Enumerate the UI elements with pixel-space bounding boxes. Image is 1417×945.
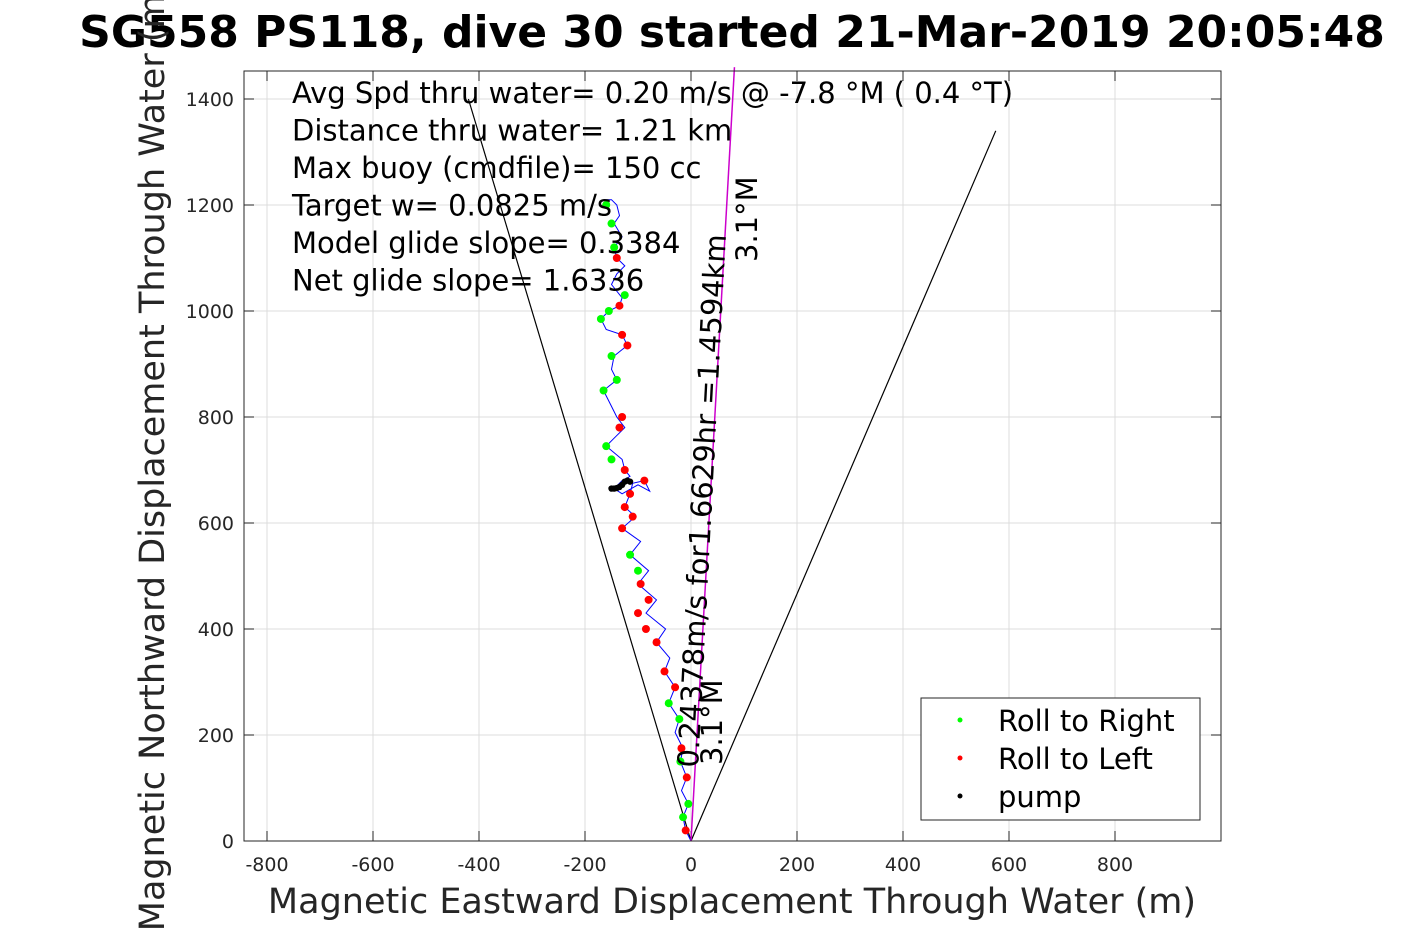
roll-to-right-point: [607, 219, 616, 228]
roll-to-right-point: [604, 307, 613, 315]
annotation-block: Avg Spd thru water= 0.20 m/s @ -7.8 °M (…: [291, 76, 1013, 298]
legend: Roll to Right Roll to Left pump: [920, 697, 1201, 821]
axes: -800 -600 -400 -200 0 200 400 600 800 0 200 400 600 8…: [186, 71, 1221, 876]
x-tick-label: 800: [1097, 854, 1133, 876]
roll-to-left-point: [641, 625, 650, 633]
heading-label-low: 3.1°M: [695, 679, 729, 765]
roll-to-left-point: [618, 413, 627, 421]
roll-to-left-point: [623, 341, 632, 350]
roll-to-right-point: [602, 201, 611, 209]
y-tick-label: 600: [198, 513, 234, 535]
x-tick-label: 200: [779, 854, 815, 876]
roll-to-left-point: [681, 826, 690, 835]
y-tick-label: 1000: [186, 301, 234, 323]
roll-to-left-point: [671, 683, 680, 692]
roll-to-left-point: [652, 638, 661, 647]
roll-to-left-point: [612, 254, 621, 262]
y-axis-label: Magnetic Northward Displacement Through …: [133, 0, 173, 931]
x-tick-label: -400: [457, 854, 500, 876]
x-tick-label: -800: [245, 854, 288, 876]
x-tick-label: 0: [685, 854, 697, 876]
y-tick-label: 1400: [186, 89, 234, 111]
roll-to-left-point: [620, 503, 629, 512]
legend-marker-pump: [957, 793, 963, 799]
y-tick-label: 400: [198, 619, 234, 641]
chart-title: SG558 PS118, dive 30 started 21-Mar-2019…: [79, 7, 1385, 58]
roll-to-right-point: [626, 550, 635, 559]
legend-marker-roll-to-right: [957, 717, 963, 723]
cone-line: [690, 130, 997, 842]
roll-to-left-point: [636, 579, 645, 588]
roll-to-right-point: [607, 455, 616, 464]
legend-label-roll-to-right: Roll to Right: [998, 704, 1175, 738]
roll-to-right-point: [664, 699, 673, 708]
roll-to-left-point: [628, 512, 637, 521]
heading-line-group: [690, 67, 736, 842]
heading-label-high: 3.1°M: [730, 176, 764, 262]
annotation-line: Model glide slope= 0.3384: [292, 226, 680, 260]
roll-to-left-point: [620, 466, 629, 474]
roll-to-left-point: [677, 744, 686, 753]
heading-line: [690, 67, 736, 842]
annotation-line: Distance thru water= 1.21 km: [292, 114, 732, 148]
legend-label-pump: pump: [998, 780, 1081, 814]
roll-to-left-point: [618, 330, 627, 339]
y-tick-label: 0: [222, 831, 234, 853]
roll-to-right-point: [684, 799, 693, 808]
y-tick-label: 200: [198, 725, 234, 747]
roll-to-left-point: [615, 301, 624, 310]
x-axis-label: Magnetic Eastward Displacement Through W…: [268, 882, 1196, 922]
legend-box: [920, 697, 1201, 821]
roll-to-right-point: [602, 442, 611, 451]
roll-to-left-point: [618, 524, 627, 533]
roll-to-right-point: [634, 566, 642, 575]
roll-to-left-point: [615, 423, 624, 432]
roll-to-left-point: [644, 595, 653, 604]
roll-to-left-point: [626, 489, 635, 498]
plot-border: [243, 70, 1222, 842]
roll-to-right-point: [675, 715, 684, 724]
annotation-line: Net glide slope= 1.6336: [292, 264, 644, 298]
annotation-line: Avg Spd thru water= 0.20 m/s @ -7.8 °M (…: [292, 76, 1013, 110]
legend-label-roll-to-left: Roll to Left: [998, 742, 1153, 776]
x-tick-label: 600: [991, 854, 1027, 876]
cone-lines: [467, 98, 997, 842]
markers: [596, 201, 693, 835]
x-tick-label: -600: [351, 854, 394, 876]
roll-to-right-point: [679, 813, 688, 822]
x-tick-label: 400: [885, 854, 921, 876]
pump-point: [626, 478, 634, 485]
roll-to-right-point: [676, 757, 685, 766]
roll-to-left-point: [634, 609, 642, 618]
y-tick-label: 800: [198, 407, 234, 429]
y-tick-label: 1200: [186, 195, 234, 217]
roll-to-right-point: [596, 314, 605, 323]
roll-to-right-point: [620, 291, 629, 300]
roll-to-right-point: [610, 243, 619, 252]
roll-to-left-point: [660, 667, 669, 676]
annotation-line: Target w= 0.0825 m/s: [291, 189, 612, 223]
roll-to-right-point: [607, 352, 616, 361]
cone-line: [467, 98, 692, 842]
roll-to-right-point: [612, 375, 621, 384]
roll-to-left-point: [682, 773, 691, 782]
roll-to-right-point: [599, 386, 608, 395]
annotation-line: Max buoy (cmdfile)= 150 cc: [292, 151, 701, 185]
legend-marker-roll-to-left: [957, 755, 963, 761]
roll-to-left-point: [640, 476, 649, 485]
x-tick-label: -200: [563, 854, 606, 876]
